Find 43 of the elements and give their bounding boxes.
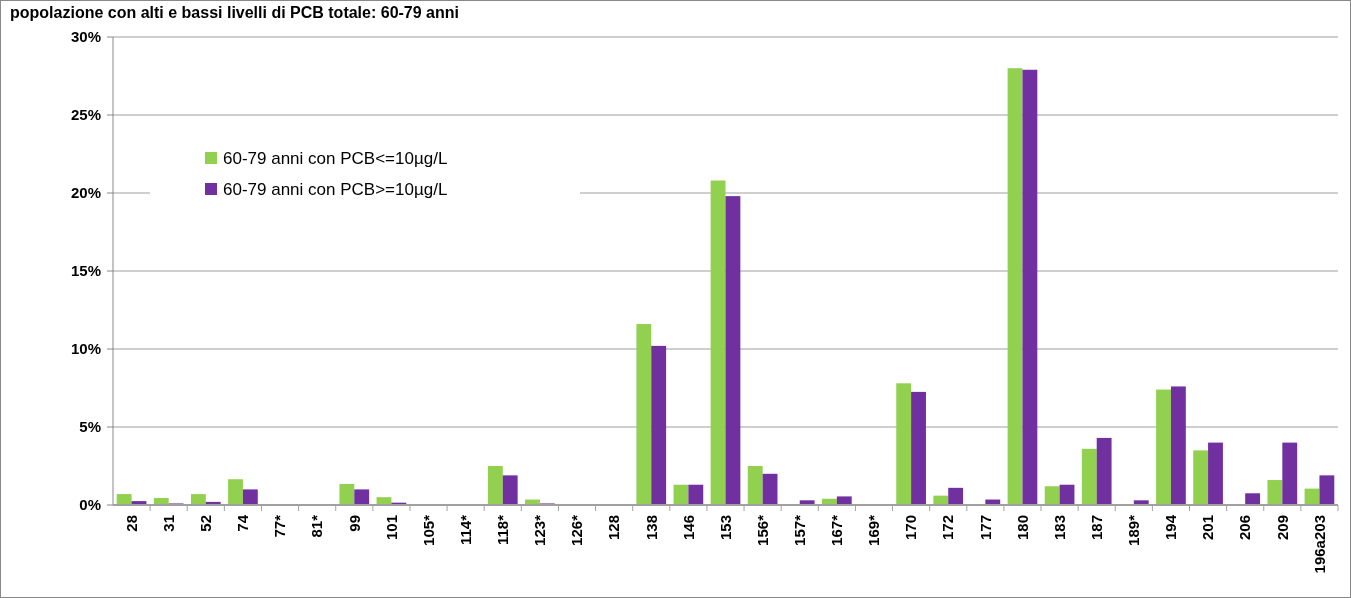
y-tick-label: 0%: [79, 496, 101, 514]
y-tick-label: 10%: [70, 340, 101, 358]
x-tick-label: 177: [976, 515, 994, 541]
y-tick-label: 25%: [70, 106, 101, 124]
x-tick-label: 74: [234, 514, 252, 532]
x-tick-label: 189*: [1125, 514, 1143, 546]
x-tick-label: 156*: [753, 514, 771, 546]
x-tick-label: 172: [939, 515, 957, 541]
x-tick-label: 105*: [419, 514, 437, 546]
x-tick-label: 99: [345, 515, 363, 532]
y-tick-label: 20%: [70, 184, 101, 202]
x-tick-label: 28: [122, 515, 140, 532]
x-tick-label: 81*: [308, 514, 326, 538]
x-tick-label: 153: [716, 515, 734, 541]
x-tick-label: 169*: [865, 514, 883, 546]
x-tick-label: 114*: [456, 514, 474, 546]
x-tick-label: 52: [197, 515, 215, 532]
legend-label: 60-79 anni con PCB<=10µg/L: [223, 148, 448, 168]
x-tick-label: 206: [1236, 515, 1254, 541]
x-tick-label: 180: [1013, 515, 1031, 541]
y-tick-label: 5%: [79, 418, 101, 436]
x-tick-label: 138: [642, 515, 660, 541]
y-tick-label: 15%: [70, 262, 101, 280]
x-tick-label: 183: [1050, 515, 1068, 541]
x-tick-label: 118*: [494, 514, 512, 546]
x-tick-label: 196a203: [1310, 515, 1328, 574]
x-tick-label: 146: [679, 515, 697, 541]
x-tick-label: 126*: [568, 514, 586, 546]
y-tick-label: 30%: [70, 28, 101, 46]
x-tick-label: 31: [159, 515, 177, 532]
x-tick-label: 128: [605, 515, 623, 541]
x-tick-label: 77*: [271, 514, 289, 538]
x-tick-label: 170: [902, 515, 920, 541]
x-tick-label: 157*: [790, 514, 808, 546]
x-tick-label: 123*: [531, 514, 549, 546]
chart-title: popolazione con alti e bassi livelli di PCB totale: 60-79 anni: [10, 4, 459, 21]
legend-label: 60-79 anni con PCB>=10µg/L: [223, 179, 448, 199]
x-tick-label: 187: [1087, 515, 1105, 541]
x-tick-label: 201: [1199, 515, 1217, 541]
x-tick-label: 101: [382, 515, 400, 541]
x-tick-label: 209: [1273, 515, 1291, 541]
x-tick-label: 167*: [828, 514, 846, 546]
x-tick-label: 194: [1162, 514, 1180, 541]
